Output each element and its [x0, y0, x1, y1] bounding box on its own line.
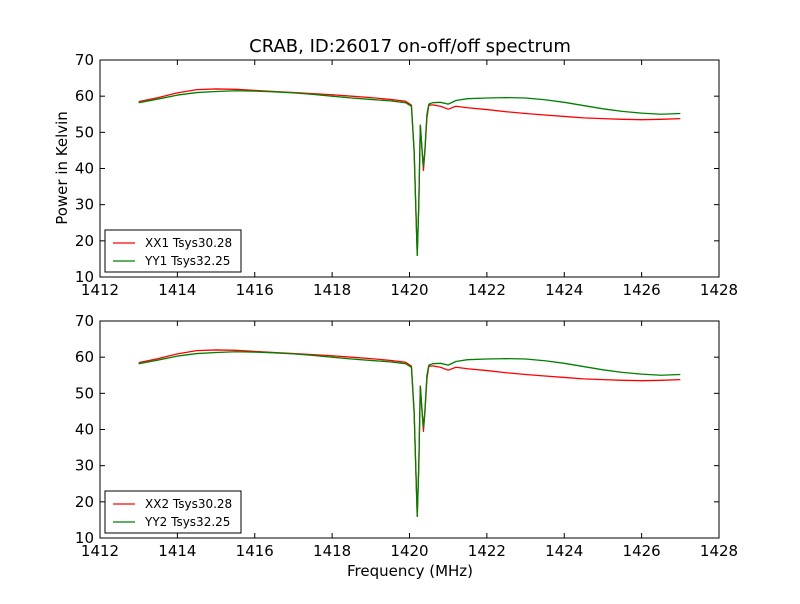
y-tick-label: 40 — [75, 160, 94, 178]
y-tick-label: 70 — [75, 312, 94, 330]
x-tick-label: 1414 — [158, 281, 196, 299]
legend: XX2 Tsys30.28 YY2 Tsys32.25 — [104, 490, 242, 534]
x-tick-label: 1426 — [623, 281, 661, 299]
legend-label: YY1 Tsys32.25 — [144, 254, 230, 268]
x-tick-label: 1422 — [468, 542, 506, 560]
y-tick-label: 50 — [75, 123, 94, 141]
y-tick-label: 60 — [75, 87, 94, 105]
x-tick-label: 1426 — [623, 542, 661, 560]
chart-title: CRAB, ID:26017 on-off/off spectrum — [249, 36, 571, 57]
x-tick-label: 1424 — [545, 542, 583, 560]
legend-label: XX2 Tsys30.28 — [145, 497, 232, 511]
x-tick-label: 1412 — [81, 281, 119, 299]
y-tick-label: 30 — [75, 457, 94, 475]
y-tick-label: 20 — [75, 493, 94, 511]
legend-label: YY2 Tsys32.25 — [144, 515, 230, 529]
x-tick-label: 1416 — [236, 542, 274, 560]
y-tick-label: 60 — [75, 348, 94, 366]
x-tick-label: 1418 — [313, 542, 351, 560]
y-tick-label: 70 — [75, 51, 94, 69]
x-tick-label: 1420 — [390, 281, 428, 299]
top-spectrum-panel: 1412 1414 1416 1418 1420 1422 1424 1426 1428 10 20… — [75, 51, 738, 299]
x-tick-label: 1422 — [468, 281, 506, 299]
legend-box — [104, 490, 242, 534]
series-line-yy1 — [138, 90, 681, 256]
x-tick-label: 1412 — [81, 542, 119, 560]
legend-label: XX1 Tsys30.28 — [145, 236, 232, 250]
x-tick-label: 1428 — [700, 542, 738, 560]
x-tick-label: 1418 — [313, 281, 351, 299]
x-tick-label: 1414 — [158, 542, 196, 560]
y-tick-label: 50 — [75, 384, 94, 402]
series-line-yy2 — [138, 351, 681, 517]
x-tick-label: 1428 — [700, 281, 738, 299]
y-tick-label: 20 — [75, 232, 94, 250]
x-tick-label: 1416 — [236, 281, 274, 299]
x-tick-label: 1420 — [390, 542, 428, 560]
y-axis-label: Power in Kelvin — [53, 111, 71, 225]
y-tick-label: 30 — [75, 196, 94, 214]
legend-box — [104, 229, 242, 273]
y-tick-label: 40 — [75, 421, 94, 439]
x-axis-label: Frequency (MHz) — [347, 562, 473, 580]
x-tick-label: 1424 — [545, 281, 583, 299]
bottom-spectrum-panel: 1412 1414 1416 1418 1420 1422 1424 1426 1428 10 20… — [75, 312, 738, 560]
legend: XX1 Tsys30.28 YY1 Tsys32.25 — [104, 229, 242, 273]
y-tick-label: 10 — [75, 268, 94, 286]
y-tick-label: 10 — [75, 529, 94, 547]
